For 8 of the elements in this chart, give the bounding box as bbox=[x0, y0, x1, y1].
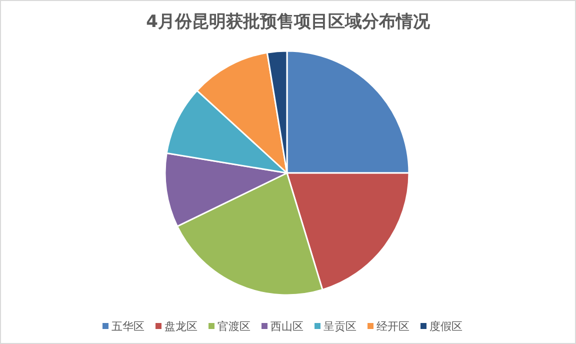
legend-label: 盘龙区 bbox=[164, 320, 198, 333]
legend-label: 官渡区 bbox=[218, 320, 250, 333]
legend-label: 五华区 bbox=[112, 320, 144, 333]
legend-label: 呈贡区 bbox=[324, 320, 356, 333]
legend-label: 西山区 bbox=[270, 320, 304, 333]
legend-label: 度假区 bbox=[430, 320, 462, 333]
chart-title: 4月份昆明获批预售项目区域分布情况 bbox=[146, 12, 431, 32]
legend-label: 经开区 bbox=[376, 320, 410, 333]
